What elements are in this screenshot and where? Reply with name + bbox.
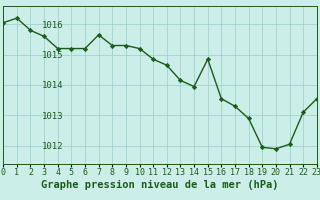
X-axis label: Graphe pression niveau de la mer (hPa): Graphe pression niveau de la mer (hPa) — [41, 180, 279, 190]
